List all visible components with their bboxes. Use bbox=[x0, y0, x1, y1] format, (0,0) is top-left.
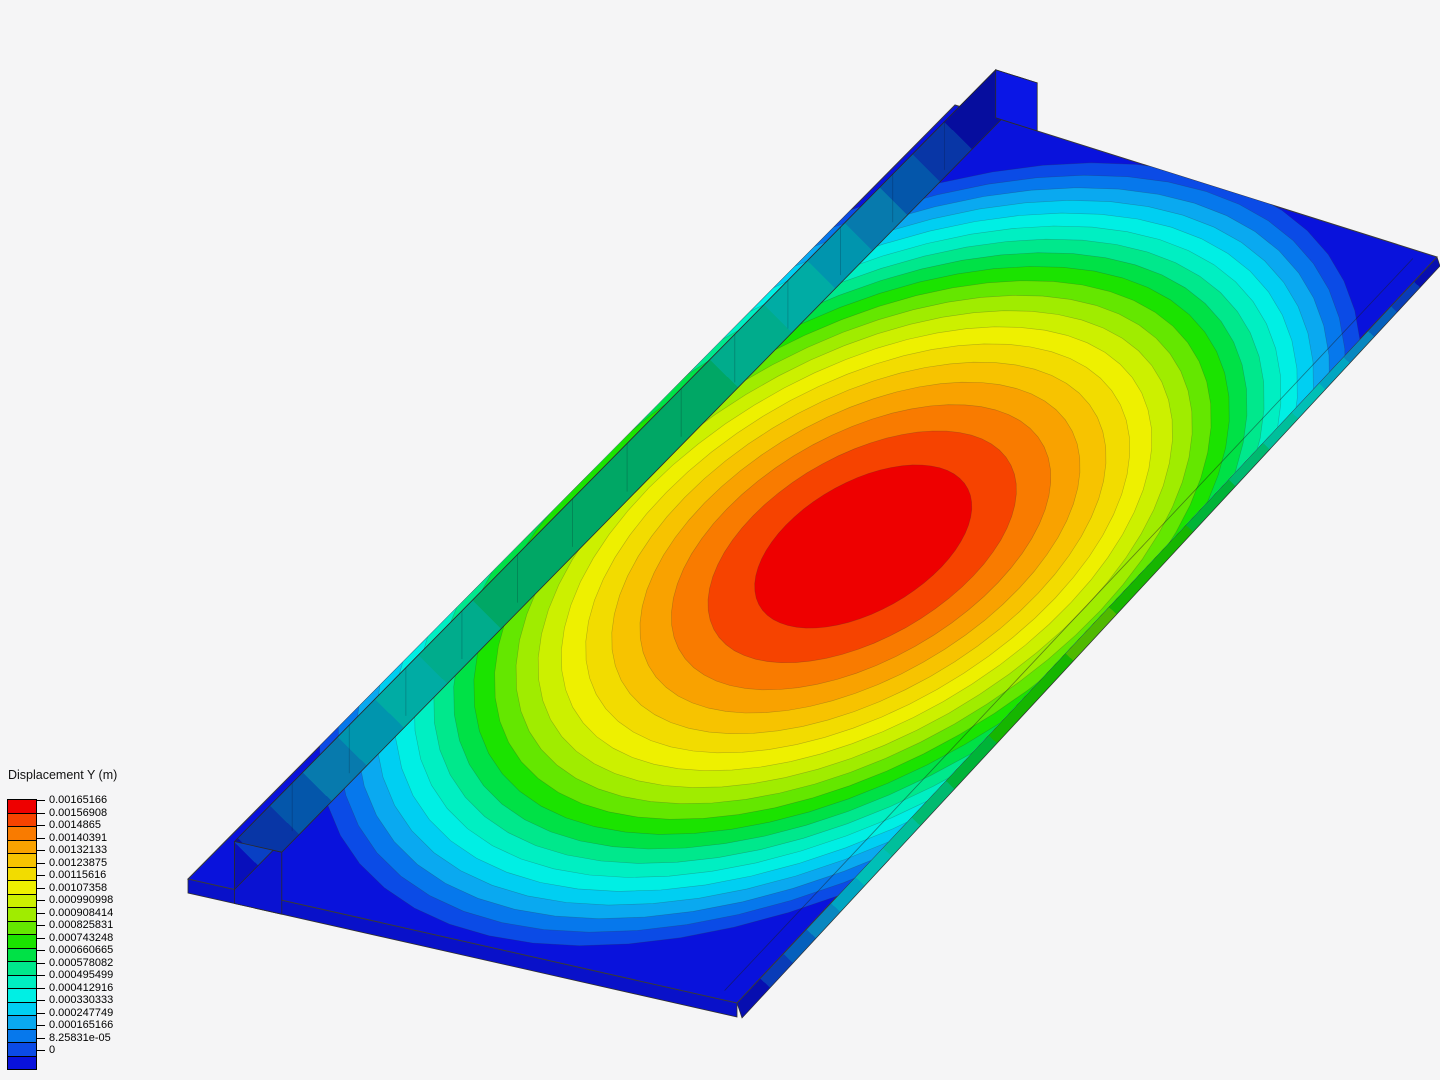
legend-tick bbox=[37, 975, 45, 976]
legend-tick-label: 0.000330333 bbox=[49, 994, 114, 1006]
legend-tick bbox=[37, 812, 45, 814]
legend-tick-label: 8.25831e-05 bbox=[49, 1031, 111, 1044]
legend-tick bbox=[37, 850, 45, 851]
legend-tick-label: 0.00115616 bbox=[49, 869, 107, 881]
legend-tick bbox=[37, 1012, 45, 1014]
legend-tick-label: 0.00132133 bbox=[49, 844, 108, 856]
legend-tick-label: 0.00156908 bbox=[49, 806, 108, 819]
legend-band bbox=[7, 1028, 37, 1043]
legend-band bbox=[7, 853, 37, 868]
legend-band bbox=[7, 1042, 37, 1057]
legend-tick-label: 0 bbox=[49, 1044, 56, 1056]
legend-tick-label: 0.0014865 bbox=[49, 819, 101, 831]
legend-tick bbox=[37, 1037, 45, 1039]
legend-tick-label: 0.00165166 bbox=[49, 794, 108, 806]
legend-band bbox=[7, 812, 37, 827]
legend-band bbox=[7, 866, 37, 881]
legend-tick bbox=[37, 912, 45, 914]
legend-tick-label: 0.000412916 bbox=[49, 981, 114, 994]
legend-tick bbox=[37, 1000, 45, 1001]
result-legend: Displacement Y (m) 0.00165166 0.00156908 0… bbox=[6, 768, 226, 1080]
legend-tick bbox=[37, 1025, 45, 1026]
legend-color-bar bbox=[7, 799, 37, 1070]
legend-band bbox=[7, 826, 37, 841]
legend-tick bbox=[37, 937, 45, 939]
legend-tick-label: 0.000825831 bbox=[49, 919, 114, 931]
legend-tick-label: 0.000908414 bbox=[49, 906, 114, 919]
legend-tick bbox=[37, 887, 45, 889]
legend-tick-label: 0.000660665 bbox=[49, 944, 114, 956]
legend-title: Displacement Y (m) bbox=[8, 768, 118, 782]
legend-tick bbox=[37, 950, 45, 951]
legend-band bbox=[7, 839, 37, 854]
legend-tick-label: 0.000743248 bbox=[49, 931, 114, 944]
legend-tick-label: 0.00107358 bbox=[49, 881, 108, 894]
legend-tick bbox=[37, 862, 45, 864]
legend-tick-label: 0.000247749 bbox=[49, 1006, 114, 1019]
legend-band bbox=[7, 947, 37, 962]
legend-band bbox=[7, 1015, 37, 1030]
legend-band bbox=[7, 974, 37, 989]
legend-band bbox=[7, 934, 37, 949]
legend-tick bbox=[37, 1050, 45, 1051]
legend-band bbox=[7, 893, 37, 908]
rib-far-end-cap bbox=[995, 69, 1038, 132]
legend-tick-label: 0.000990998 bbox=[49, 894, 114, 906]
legend-tick bbox=[37, 900, 45, 901]
legend-tick bbox=[37, 925, 45, 926]
legend-tick-label: 0.00123875 bbox=[49, 856, 108, 869]
legend-band bbox=[7, 880, 37, 895]
legend-tick-label: 0.000578082 bbox=[49, 956, 114, 969]
right-edge-feature-line bbox=[724, 258, 1414, 991]
legend-band bbox=[7, 907, 37, 922]
legend-tick bbox=[37, 800, 45, 801]
legend-band bbox=[7, 799, 37, 814]
legend-band bbox=[7, 961, 37, 976]
legend-band bbox=[7, 1001, 37, 1016]
legend-tick-label: 0.000165166 bbox=[49, 1019, 114, 1031]
legend-tick bbox=[37, 987, 45, 989]
legend-band bbox=[7, 988, 37, 1003]
contour-band-level-19 bbox=[754, 464, 973, 629]
legend-band bbox=[7, 920, 37, 935]
legend-tick bbox=[37, 875, 45, 876]
legend-tick-label: 0.00140391 bbox=[49, 831, 108, 844]
legend-tick bbox=[37, 962, 45, 964]
legend-tick bbox=[37, 825, 45, 826]
legend-tick-label: 0.000495499 bbox=[49, 969, 114, 981]
legend-band bbox=[7, 1055, 37, 1070]
legend-tick bbox=[37, 837, 45, 839]
